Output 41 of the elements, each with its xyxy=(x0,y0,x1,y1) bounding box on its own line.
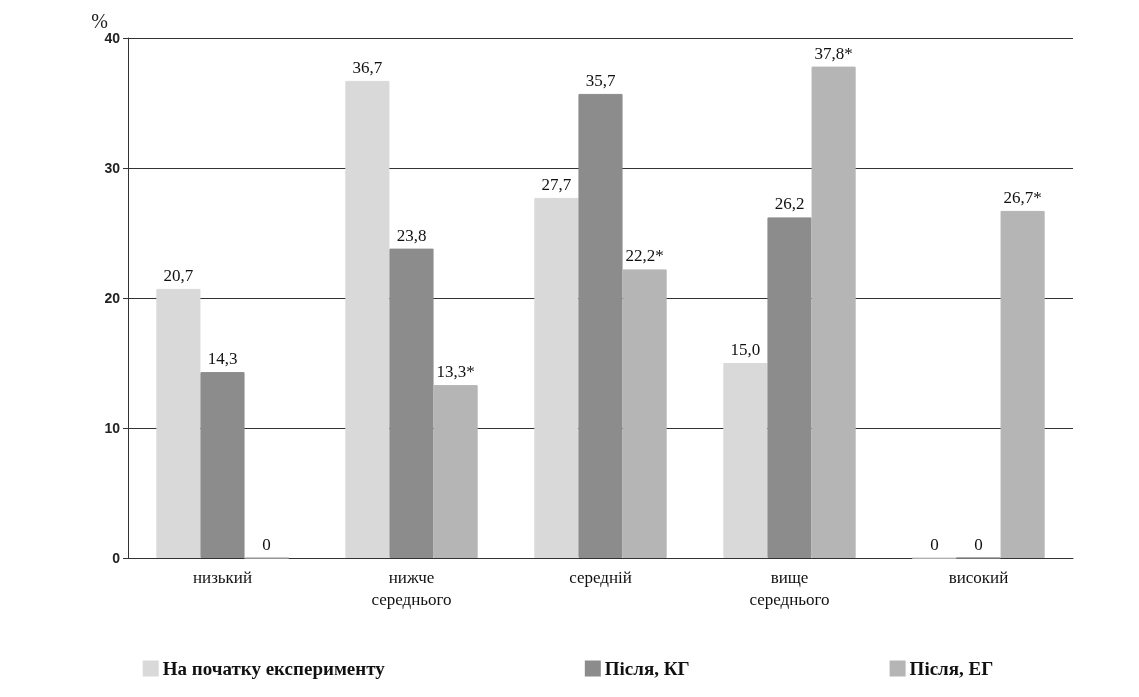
bar xyxy=(1000,210,1045,558)
data-label: 23,8 xyxy=(396,225,427,245)
legend-label: Після, ЕГ xyxy=(909,658,994,679)
x-tick-label: низький xyxy=(192,567,253,587)
y-axis-title: % xyxy=(91,10,108,33)
x-tick-label: нижче середнього xyxy=(371,567,452,609)
bar xyxy=(767,217,812,558)
bar xyxy=(811,66,856,558)
x-tick-label: вище середнього xyxy=(749,567,830,609)
data-label: 0 xyxy=(974,534,983,554)
legend-label: На початку експерименту xyxy=(162,658,386,679)
x-tick-label: середній xyxy=(569,567,632,587)
bar xyxy=(723,363,768,558)
y-tick-label: 30 xyxy=(104,160,121,176)
legend-label: Після, КГ xyxy=(604,658,690,679)
bar xyxy=(200,372,245,558)
data-label: 14,3 xyxy=(207,349,238,369)
y-tick-label: 0 xyxy=(112,550,121,566)
data-label: 15,0 xyxy=(730,340,761,359)
bar xyxy=(156,288,201,558)
data-label: 20,7 xyxy=(163,265,194,285)
data-label: 26,7* xyxy=(1003,187,1042,207)
bar xyxy=(578,93,623,558)
data-label: 0 xyxy=(262,534,271,554)
x-tick-label: високий xyxy=(948,567,1009,587)
bar xyxy=(433,385,478,558)
data-label: 22,2* xyxy=(625,246,664,266)
data-label: 35,7 xyxy=(585,70,616,90)
bar xyxy=(622,269,667,558)
y-tick-label: 20 xyxy=(104,290,121,306)
y-tick-label: 10 xyxy=(104,420,121,436)
bar xyxy=(389,248,434,558)
data-label: 0 xyxy=(930,534,939,554)
bar xyxy=(345,80,390,558)
data-label: 36,7 xyxy=(352,57,383,77)
data-label: 37,8* xyxy=(814,43,853,63)
data-label: 13,3* xyxy=(436,362,475,382)
bar xyxy=(534,197,579,558)
data-label: 26,2 xyxy=(774,194,805,214)
y-tick-label: 40 xyxy=(104,30,121,46)
data-label: 27,7 xyxy=(541,174,572,194)
